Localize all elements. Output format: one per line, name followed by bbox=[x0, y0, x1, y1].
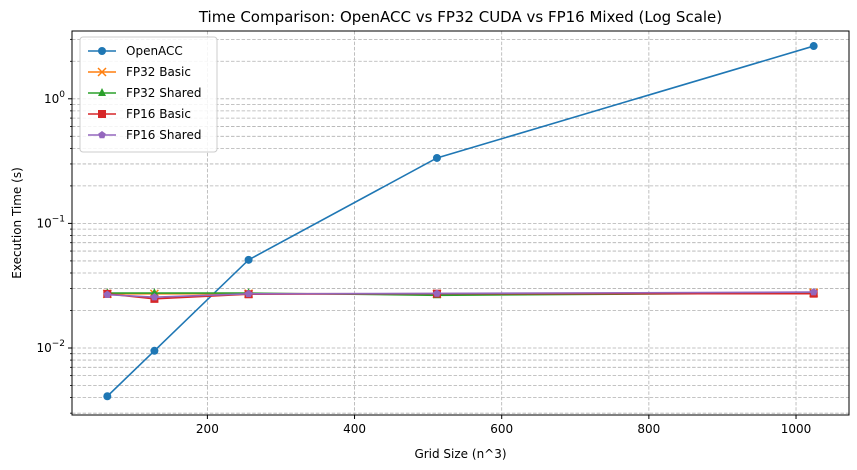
y-tick-base: 10 bbox=[44, 92, 59, 106]
data-point-fp16-shared bbox=[433, 289, 441, 297]
series-fp16-basic bbox=[103, 289, 818, 303]
legend-box bbox=[79, 36, 218, 153]
y-tick-base: 10 bbox=[36, 341, 51, 355]
data-point-openacc bbox=[244, 255, 253, 264]
legend-label: FP32 Shared bbox=[126, 86, 201, 100]
x-axis-label: Grid Size (n^3) bbox=[414, 447, 506, 461]
series-openacc bbox=[103, 42, 818, 401]
data-point-fp32-shared bbox=[150, 288, 159, 297]
y-tick-exponent: −2 bbox=[52, 339, 65, 349]
legend-label: FP16 Shared bbox=[126, 128, 201, 142]
legend-label: OpenACC bbox=[126, 44, 183, 58]
series-fp16-shared bbox=[103, 288, 818, 301]
legend-item-openacc: OpenACC bbox=[88, 44, 183, 58]
chart-title: Time Comparison: OpenACC vs FP32 CUDA vs… bbox=[198, 8, 722, 26]
x-axis-ticks: 200 400 600 800 1000 bbox=[196, 415, 811, 436]
data-point-fp16-shared bbox=[244, 289, 253, 298]
legend-marker bbox=[98, 110, 106, 118]
y-tick-exponent: −1 bbox=[52, 214, 65, 224]
y-tick-base: 10 bbox=[36, 216, 51, 230]
legend-item-fp32-basic: FP32 Basic bbox=[88, 65, 191, 79]
legend-marker bbox=[97, 67, 107, 77]
y-tick-label: 10−1 bbox=[36, 214, 65, 230]
legend-item-fp16-basic: FP16 Basic bbox=[88, 107, 191, 121]
data-point-fp16-shared bbox=[103, 290, 112, 298]
x-tick-label: 800 bbox=[637, 422, 660, 436]
x-tick-label: 600 bbox=[490, 422, 513, 436]
data-point-fp16-shared bbox=[150, 293, 159, 301]
legend-label: FP32 Basic bbox=[126, 65, 191, 79]
y-axis-label: Execution Time (s) bbox=[10, 167, 24, 279]
series-group bbox=[102, 42, 819, 401]
legend-item-fp16-shared: FP16 Shared bbox=[88, 128, 201, 142]
data-point-openacc bbox=[432, 153, 441, 162]
data-point-openacc bbox=[150, 346, 159, 355]
legend-marker bbox=[98, 88, 106, 96]
legend-label: FP16 Basic bbox=[126, 107, 191, 121]
y-tick-label: 10−2 bbox=[36, 339, 65, 355]
data-point-openacc bbox=[103, 392, 112, 401]
legend: OpenACC FP32 Basic FP32 Shared FP16 Basic FP… bbox=[79, 36, 218, 153]
legend-marker bbox=[98, 47, 106, 55]
legend-item-fp32-shared: FP32 Shared bbox=[88, 86, 201, 100]
y-tick-exponent: 0 bbox=[59, 90, 65, 100]
plot-frame bbox=[71, 30, 850, 416]
legend-marker bbox=[98, 131, 106, 139]
x-tick-label: 1000 bbox=[781, 422, 812, 436]
x-tick-label: 400 bbox=[343, 422, 366, 436]
data-point-fp16-shared bbox=[809, 288, 818, 296]
data-point-openacc bbox=[809, 42, 818, 51]
grid bbox=[72, 31, 849, 415]
x-tick-label: 200 bbox=[196, 422, 219, 436]
y-tick-label: 100 bbox=[44, 90, 65, 106]
